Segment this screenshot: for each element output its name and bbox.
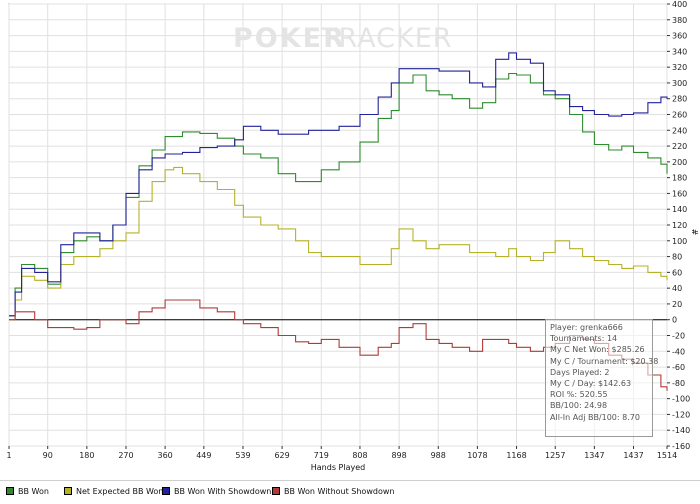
y-tick-label: 120 [672,221,687,230]
y-tick-label: 280 [672,95,687,104]
stats-net-won: My C Net Won: $285.26 [550,345,645,355]
stats-tournaments: Tournaments: 14 [550,334,618,344]
x-tick-label: 1078 [467,451,487,460]
legend-swatch-bb-won [6,487,14,495]
x-tick-layer: 1 90 180 270 360 449 539 629 719 808 898 988 1078 116… [6,446,677,460]
x-tick-label: 988 [431,451,446,460]
x-tick-label: 808 [352,451,367,460]
legend-label: BB Won Without Showdown [284,486,395,496]
y-tick-label: -160 [672,442,690,451]
y-tick-label: 320 [672,63,687,72]
y-tick-label: -120 [672,410,690,419]
legend: BB Won Net Expected BB Won BB Won With S… [0,480,700,501]
y-tick-label: -40 [672,347,685,356]
x-tick-label: 1 [6,451,11,460]
x-tick-label: 180 [79,451,94,460]
legend-item-with-showdown[interactable]: BB Won With Showdown [162,486,271,496]
series-line-2 [9,166,668,321]
x-tick-label: 1168 [506,451,526,460]
legend-swatch-without-showdown [272,487,280,495]
stats-per-day: My C / Day: $142.63 [550,379,632,389]
watermark-poker: POKER [233,23,346,54]
stats-days-played: Days Played: 2 [550,367,610,377]
y-axis-label: # [690,229,699,236]
y-tick-layer: -160 -140 -120 -100 -80 -60 -40 -20 0 20 40 60 80 100… [667,0,690,451]
series-layer [9,52,668,391]
y-tick-label: 180 [672,174,687,183]
x-tick-label: 539 [235,451,250,460]
y-tick-label: -140 [672,426,690,435]
stats-roi: ROI %: 520.55 [550,390,608,400]
y-tick-label: -20 [672,332,685,341]
x-tick-label: 629 [274,451,289,460]
x-tick-label: 90 [43,451,53,460]
x-tick-label: 360 [157,451,172,460]
y-tick-label: -60 [672,363,685,372]
y-tick-label: 400 [672,0,687,9]
x-tick-label: 898 [391,451,406,460]
legend-item-net-expected[interactable]: Net Expected BB Won [64,486,163,496]
legend-label: Net Expected BB Won [76,486,164,496]
y-tick-label: 220 [672,142,687,151]
legend-swatch-with-showdown [162,487,170,495]
y-tick-label: -100 [672,395,690,404]
x-tick-label: 1437 [623,451,643,460]
stats-bb-per-100: BB/100: 24.98 [550,401,608,411]
watermark-tracker: TRACKER [320,23,453,54]
y-tick-label: 140 [672,205,687,214]
y-tick-label: 380 [672,16,687,25]
stats-box: Player: grenka666 Tournaments: 14 My C N… [545,319,659,437]
stats-allin-adj: All-In Adj BB/100: 8.70 [550,412,640,422]
x-tick-label: 270 [118,451,133,460]
y-tick-label: 260 [672,111,687,120]
legend-swatch-net-expected [64,487,72,495]
x-axis-label: Hands Played [311,463,365,472]
y-tick-label: -80 [672,379,685,388]
x-tick-label: 1347 [584,451,604,460]
y-tick-label: 300 [672,79,687,88]
y-tick-label: 60 [672,268,682,277]
y-tick-label: 0 [672,316,677,325]
stats-player: Player: grenka666 [550,323,623,332]
legend-item-without-showdown[interactable]: BB Won Without Showdown [272,486,394,496]
y-tick-label: 360 [672,32,687,41]
x-tick-label: 1257 [545,451,565,460]
x-tick-label: 1514 [657,451,677,460]
y-tick-label: 20 [672,300,682,309]
y-tick-label: 160 [672,189,687,198]
y-tick-label: 40 [672,284,682,293]
y-tick-label: 100 [672,237,687,246]
x-tick-label: 449 [196,451,211,460]
y-tick-label: 340 [672,47,687,56]
legend-item-bb-won[interactable]: BB Won [6,486,49,496]
legend-label: BB Won [18,486,49,496]
series-line-3 [9,52,668,317]
legend-label: BB Won With Showdown [174,486,272,496]
x-tick-label: 719 [314,451,329,460]
y-tick-label: 80 [672,253,682,262]
stats-per-tournament: My C / Tournament: $20.38 [550,356,659,366]
y-tick-label: 240 [672,126,687,135]
y-tick-label: 200 [672,158,687,167]
